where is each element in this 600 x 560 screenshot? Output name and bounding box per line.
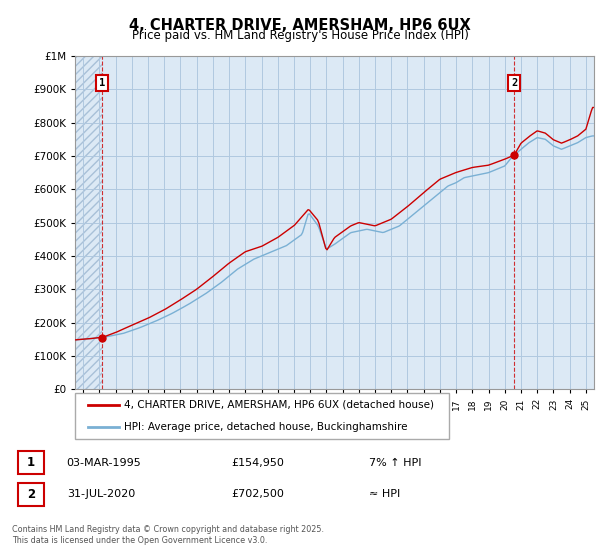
Text: 31-JUL-2020: 31-JUL-2020 <box>67 489 135 500</box>
Text: £702,500: £702,500 <box>231 489 284 500</box>
Text: ≈ HPI: ≈ HPI <box>369 489 400 500</box>
Text: HPI: Average price, detached house, Buckinghamshire: HPI: Average price, detached house, Buck… <box>124 422 408 432</box>
Text: 1: 1 <box>99 78 105 88</box>
Text: 2: 2 <box>26 488 35 501</box>
Bar <box>75 56 102 389</box>
FancyBboxPatch shape <box>75 393 449 438</box>
Text: 03-MAR-1995: 03-MAR-1995 <box>67 458 142 468</box>
Text: 4, CHARTER DRIVE, AMERSHAM, HP6 6UX: 4, CHARTER DRIVE, AMERSHAM, HP6 6UX <box>129 18 471 33</box>
Text: 4, CHARTER DRIVE, AMERSHAM, HP6 6UX (detached house): 4, CHARTER DRIVE, AMERSHAM, HP6 6UX (det… <box>124 400 434 410</box>
Text: £154,950: £154,950 <box>231 458 284 468</box>
Text: Contains HM Land Registry data © Crown copyright and database right 2025.
This d: Contains HM Land Registry data © Crown c… <box>12 525 324 545</box>
Text: Price paid vs. HM Land Registry's House Price Index (HPI): Price paid vs. HM Land Registry's House … <box>131 29 469 42</box>
Text: 7% ↑ HPI: 7% ↑ HPI <box>369 458 422 468</box>
Text: 1: 1 <box>26 456 35 469</box>
Text: 2: 2 <box>511 78 517 88</box>
